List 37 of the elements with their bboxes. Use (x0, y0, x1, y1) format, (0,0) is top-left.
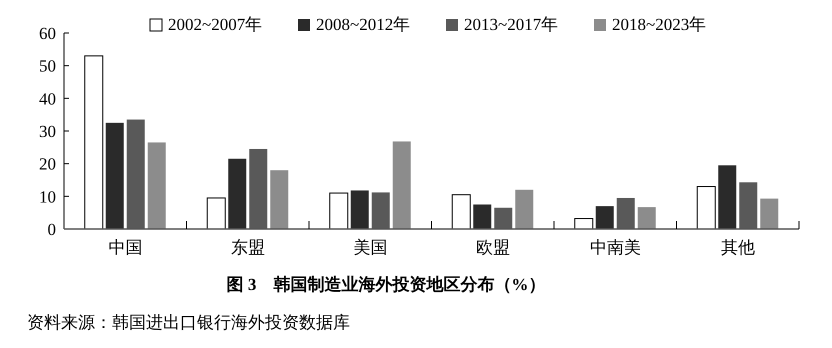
bar (392, 141, 411, 229)
x-tick-label: 美国 (353, 238, 388, 257)
y-tick-label: 60 (39, 24, 56, 43)
y-tick-label: 20 (39, 154, 56, 174)
bar (696, 186, 716, 230)
bar (350, 190, 369, 229)
bar (515, 190, 534, 229)
bar (106, 122, 124, 229)
text: 资料来源：韩国进出口银行海外投资数据库 (27, 313, 350, 332)
bar (638, 207, 656, 229)
x-tick-label: 其他 (720, 238, 755, 257)
bar (329, 192, 348, 230)
x-tick-label: 东盟 (230, 238, 265, 257)
x-tick-label: 中国 (108, 238, 142, 257)
bar (574, 218, 594, 230)
bar (718, 165, 736, 229)
bar (760, 198, 778, 229)
bar (228, 158, 246, 229)
legend-label: 2008~2012年 (316, 15, 410, 34)
legend-label: 2013~2017年 (464, 15, 558, 34)
y-tick-label: 10 (39, 187, 56, 206)
x-tick-label: 中南美 (590, 238, 641, 257)
text: 图 3 韩国制造业海外投资地区分布（%） (226, 275, 546, 294)
y-tick-label: 30 (39, 122, 56, 141)
y-tick-label: 0 (48, 220, 56, 239)
legend-label: 2018~2023年 (612, 15, 706, 34)
bar (473, 204, 492, 229)
bar (452, 194, 471, 230)
bar (148, 142, 166, 229)
bar (270, 170, 288, 229)
x-tick-label: 欧盟 (476, 238, 510, 257)
bar (596, 206, 614, 229)
y-tick-label: 50 (39, 56, 56, 76)
y-tick-label: 40 (39, 89, 56, 108)
legend-label: 2002~2007年 (168, 15, 262, 34)
bar (84, 55, 104, 230)
bar (206, 197, 226, 230)
